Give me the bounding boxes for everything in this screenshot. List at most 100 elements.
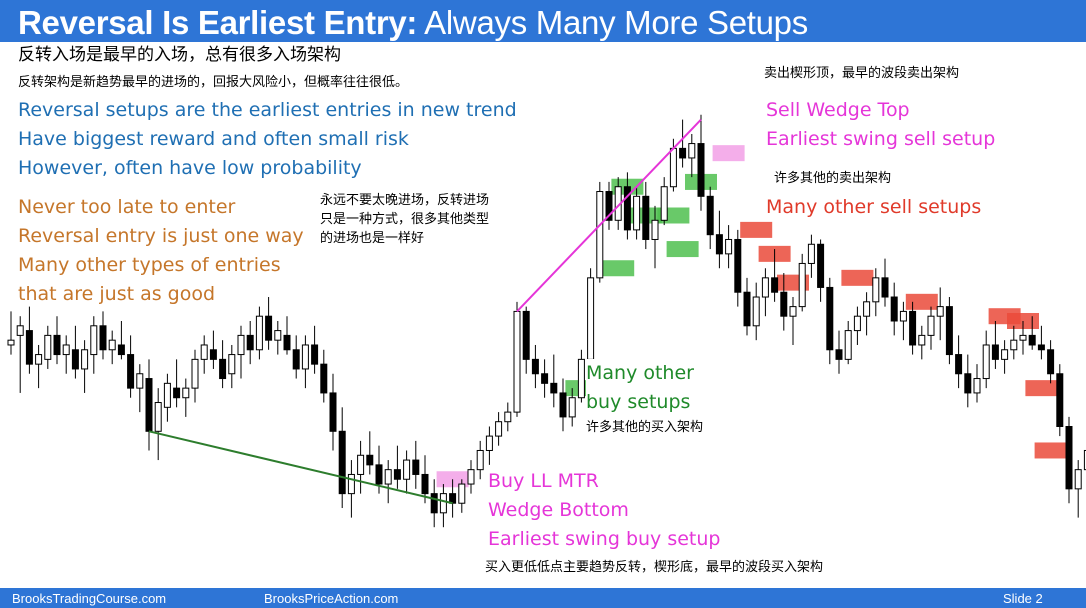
candle xyxy=(1065,416,1073,504)
candle xyxy=(734,229,742,307)
setup-highlight-red xyxy=(905,293,938,310)
candle xyxy=(807,234,815,278)
bear-candle-body xyxy=(835,349,843,360)
bear-candle-body xyxy=(421,473,429,495)
candle xyxy=(393,445,401,489)
setup-highlight-red xyxy=(1034,442,1067,459)
candle xyxy=(421,455,429,504)
bull-candle-body xyxy=(927,315,935,336)
candles xyxy=(7,114,1086,528)
bull-candle-body xyxy=(200,344,208,360)
slide-number: Slide 2 xyxy=(1003,591,1043,606)
setup-highlight-red xyxy=(841,269,874,286)
bull-candle-body xyxy=(182,387,190,399)
many-buy-line-2: buy setups xyxy=(586,391,691,413)
candle xyxy=(1037,325,1045,360)
candle xyxy=(541,359,549,398)
many-sell-setups: Many other sell setups xyxy=(766,193,981,222)
bear-candle-body xyxy=(890,296,898,322)
earliest-swing-sell: Earliest swing sell setup xyxy=(766,128,996,150)
candle xyxy=(136,364,144,413)
candle xyxy=(467,460,475,494)
candle xyxy=(283,316,291,355)
candle xyxy=(25,306,33,374)
bull-candle-body xyxy=(16,325,24,336)
bull-candle-body xyxy=(688,143,696,159)
bull-candle-body xyxy=(633,195,641,231)
candle xyxy=(918,325,926,360)
zh-subtitle: 反转入场是最早的入场，总有很多入场架构 xyxy=(18,45,341,65)
bear-candle-body xyxy=(393,469,401,480)
bull-candle-body xyxy=(1083,449,1086,471)
footer-mid-link[interactable]: BrooksPriceAction.com xyxy=(264,591,399,606)
orange-line-1: Never too late to enter xyxy=(18,196,236,218)
candle xyxy=(495,412,503,446)
candle xyxy=(697,114,705,211)
candle xyxy=(173,359,181,408)
bull-candle-body xyxy=(154,402,162,432)
candle xyxy=(936,287,944,341)
bull-candle-body xyxy=(136,373,144,389)
candle xyxy=(182,378,190,417)
candle xyxy=(761,268,769,317)
bull-candle-body xyxy=(660,186,668,221)
bear-candle-body xyxy=(817,243,825,288)
candle xyxy=(706,186,714,250)
bull-candle-body xyxy=(274,330,282,341)
bull-candle-body xyxy=(853,315,861,332)
bear-candle-body xyxy=(430,493,438,514)
many-buy-setups: Many other buy setups xyxy=(586,359,694,417)
candle xyxy=(200,335,208,374)
candle xyxy=(274,321,282,355)
bull-candle-body xyxy=(973,378,981,394)
setup-highlight-green xyxy=(666,241,699,258)
bull-candle-body xyxy=(7,339,15,346)
candle xyxy=(347,460,355,518)
candle xyxy=(771,249,779,302)
bull-candle-body xyxy=(1010,339,1018,351)
footer-left-link[interactable]: BrooksTradingCourse.com xyxy=(12,591,167,606)
bear-candle-body xyxy=(715,234,723,255)
candle xyxy=(715,210,723,269)
trendline-magenta xyxy=(516,118,702,313)
bear-candle-body xyxy=(642,195,650,240)
wedge-bottom: Wedge Bottom xyxy=(488,499,629,521)
orange-line-3: Many other types of entries xyxy=(18,254,281,276)
candle xyxy=(145,359,153,451)
candle xyxy=(292,335,300,379)
candle xyxy=(890,282,898,336)
bull-candle-body xyxy=(725,238,733,255)
candle xyxy=(1056,364,1064,437)
bull-candle-body xyxy=(936,306,944,317)
bull-candle-body xyxy=(439,493,447,514)
candle xyxy=(605,181,613,230)
candle xyxy=(817,239,825,302)
orange-block: Never too late to enter Reversal entry i… xyxy=(18,193,304,309)
bear-candle-body xyxy=(292,349,300,370)
bear-candle-body xyxy=(1065,426,1073,490)
zh-buy-ll: 买入更低低点主要趋势反转，楔形底，最早的波段买入架构 xyxy=(485,560,824,575)
candle xyxy=(577,349,585,403)
sell-wedge-top: Sell Wedge Top xyxy=(766,99,910,121)
bull-candle-body xyxy=(752,296,760,327)
bear-candle-body xyxy=(955,354,963,375)
blue-line-1: Reversal setups are the earliest entries… xyxy=(18,99,517,121)
setup-highlight-red xyxy=(1025,380,1058,397)
candle xyxy=(255,306,263,360)
candle xyxy=(44,325,52,369)
bear-candle-body xyxy=(706,195,714,236)
title-bold: Reversal Is Earliest Entry: xyxy=(18,4,418,41)
candle xyxy=(1074,460,1082,518)
bull-candle-body xyxy=(844,330,852,360)
candle xyxy=(1019,321,1027,355)
candle xyxy=(991,321,999,369)
bull-candle-body xyxy=(587,277,595,360)
bear-candle-body xyxy=(679,147,687,159)
trendline-green xyxy=(148,430,453,505)
bull-candle-body xyxy=(798,262,806,308)
blue-line-3: However, often have low probability xyxy=(18,157,362,179)
footer-bar: BrooksTradingCourse.com BrooksPriceActio… xyxy=(0,588,1086,608)
candle xyxy=(430,479,438,528)
candle xyxy=(513,301,521,417)
candle xyxy=(725,225,733,269)
